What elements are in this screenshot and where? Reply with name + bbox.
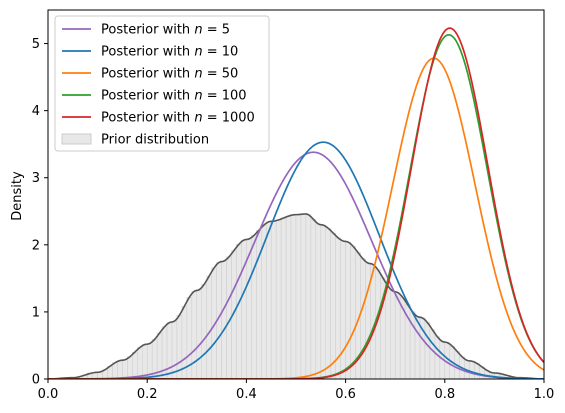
- legend-box: [54, 15, 270, 152]
- prior-histogram-bar: [389, 290, 396, 379]
- prior-histogram-bar: [310, 219, 317, 379]
- prior-histogram-bar: [137, 347, 143, 379]
- prior-histogram-bar: [117, 360, 123, 379]
- plot-frame: [47, 9, 545, 380]
- prior-histogram-bar: [394, 292, 401, 379]
- y-tick-label: 3: [32, 171, 40, 186]
- prior-density-line: [48, 213, 544, 379]
- prior-histogram-bar: [320, 224, 327, 379]
- prior-histogram-bar: [345, 241, 351, 379]
- prior-histogram-bar: [127, 356, 133, 379]
- y-axis-label: Density: [10, 171, 25, 221]
- legend-entry-label: Posterior with n = 5: [101, 23, 230, 38]
- prior-histogram-bar: [166, 322, 173, 379]
- posterior-line-2: [48, 57, 544, 379]
- legend-entry-label: Posterior with n = 1000: [101, 111, 255, 126]
- y-tick-label: 2: [32, 238, 40, 253]
- prior-histogram-bar: [290, 214, 297, 379]
- prior-histogram-bar: [251, 235, 257, 379]
- prior-histogram-bar: [474, 363, 480, 379]
- x-tick-label: 0.8: [434, 387, 455, 402]
- prior-histogram-bar: [434, 336, 441, 379]
- x-tick-label: 0.6: [335, 387, 356, 402]
- prior-histogram-bar: [424, 322, 431, 379]
- prior-histogram-bar: [360, 258, 366, 379]
- x-axis: 0.0 0.2 0.4 0.6 0.8 1.0: [38, 379, 555, 402]
- x-tick-label: 0.4: [236, 387, 257, 402]
- prior-histogram-bar: [340, 240, 346, 379]
- prior-histogram-bar: [429, 329, 436, 379]
- x-tick-label: 1.0: [534, 387, 555, 402]
- prior-histogram-bar: [171, 320, 178, 379]
- legend: Posterior with n = 5 Posterior with n = 1…: [54, 15, 270, 152]
- prior-histogram-bar: [270, 220, 277, 379]
- prior-histogram-bar: [132, 351, 138, 379]
- prior-histogram-bar: [469, 360, 475, 379]
- prior-histogram-bar: [330, 232, 336, 379]
- prior-histogram-bar: [122, 359, 128, 379]
- legend-patch-swatch: [61, 133, 92, 145]
- x-tick-label: 0.0: [38, 387, 59, 402]
- prior-histogram-bar: [315, 223, 322, 379]
- y-tick-label: 4: [32, 104, 40, 119]
- prior-histogram-bar: [285, 215, 292, 379]
- y-tick-label: 5: [32, 37, 40, 52]
- prior-histogram-bar: [325, 228, 331, 379]
- prior-histogram-bar: [221, 260, 227, 379]
- prior-histogram-bar: [350, 245, 356, 379]
- y-axis: 0 1 2 3 4 5: [32, 37, 48, 388]
- y-tick-label: 1: [32, 305, 40, 320]
- prior-histogram-bar: [295, 214, 302, 379]
- prior-histogram-bar: [206, 275, 212, 379]
- legend-entry-label: Prior distribution: [101, 133, 209, 148]
- prior-histogram-bar: [112, 362, 118, 379]
- prior-histogram-bar: [196, 289, 203, 379]
- prior-histogram-bar: [365, 262, 371, 379]
- x-tick-label: 0.2: [137, 387, 158, 402]
- posterior-line-0: [48, 151, 544, 379]
- prior-histogram-bar: [236, 243, 242, 379]
- prior-histogram-bar: [141, 344, 148, 379]
- prior-histogram-bar: [385, 285, 391, 379]
- prior-histogram-bar: [191, 291, 198, 379]
- prior-histogram-bar: [275, 219, 282, 379]
- prior-histogram-bar: [265, 221, 272, 379]
- y-tick-label: 0: [32, 373, 40, 388]
- prior-histogram-bar: [305, 214, 312, 379]
- legend-entry-label: Posterior with n = 50: [101, 67, 238, 82]
- legend-entry-label: Posterior with n = 10: [101, 45, 238, 60]
- prior-histogram-bar: [300, 213, 307, 379]
- legend-entry-label: Posterior with n = 100: [101, 89, 247, 104]
- prior-histogram-bar: [280, 217, 287, 379]
- prior-histogram-bar: [201, 283, 207, 379]
